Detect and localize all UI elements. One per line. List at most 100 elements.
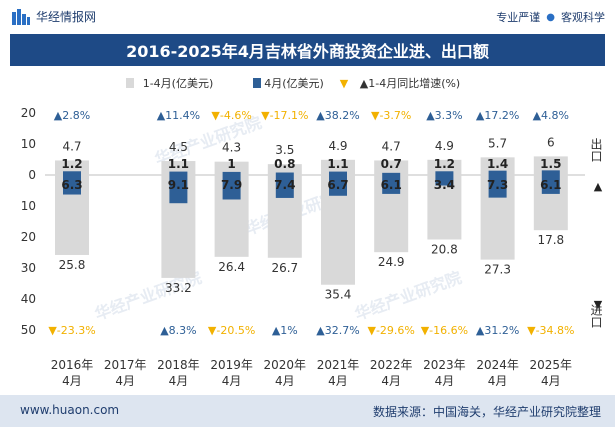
axis-label-import: 进口 [589,304,603,328]
brand[interactable]: 华经情报网 [12,8,96,25]
bar-import-monthly [435,175,454,186]
bar-import-monthly [63,175,81,195]
bar-export-cumulative [427,159,462,175]
label-export-cumulative: 5.7 [488,136,507,150]
bar-export-monthly [169,171,188,175]
legend-swatch-monthly [253,78,261,88]
label-import-monthly: 6.1 [540,178,561,192]
label-export-monthly: 1.5 [540,157,561,171]
import-growth-label: ▲1% [272,324,298,337]
y-tick-label: 50 [21,323,36,337]
x-tick-label: 4月 [222,374,242,388]
chart-title-bar: 2016-2025年4月吉林省外商投资企业进、出口额 [10,34,605,66]
import-growth-label: ▲32.7% [316,324,359,337]
bar-import-monthly [329,175,347,196]
bar-import-monthly [382,175,401,194]
bar-export-cumulative [374,160,409,175]
bar-import-cumulative [427,175,462,240]
x-tick-label: 2019年 [210,358,253,372]
import-growth-label: ▼-23.3% [48,324,95,337]
label-import-monthly: 7.4 [274,178,295,192]
label-export-cumulative: 4.7 [382,139,401,153]
export-growth-label: ▲2.8% [54,109,90,122]
label-import-monthly: 9.1 [168,178,189,192]
label-export-monthly: 1 [227,157,235,171]
x-tick-label: 4月 [62,374,82,388]
export-growth-label: ▲3.3% [426,109,462,122]
legend-label-monthly: 4月(亿美元) [264,77,324,90]
label-export-cumulative: 6 [547,135,555,149]
labels: 2016年 4月 4.7 1.2 6.3 25.8 ▲2.8% ▼-23.3% 2017年 4月 2… [48,109,574,388]
bar-export-monthly [275,172,294,175]
import-growth-label: ▲31.2% [476,324,519,337]
logo-icon [12,8,30,25]
label-export-cumulative: 4.7 [62,139,81,153]
label-export-monthly: 1.2 [61,157,82,171]
bar-export-cumulative [161,161,196,175]
x-tick-label: 4月 [275,374,295,388]
label-import-monthly: 6.1 [381,178,402,192]
import-growth-label: ▼-20.5% [208,324,255,337]
label-import-cumulative: 20.8 [431,242,458,256]
bar-export-monthly [63,171,81,175]
label-import-monthly: 7.9 [221,178,242,192]
x-tick-label: 2020年 [264,358,307,372]
label-export-monthly: 1.2 [434,157,455,171]
label-import-cumulative: 27.3 [484,263,511,277]
bar-export-monthly [541,170,560,175]
import-growth-label: ▲8.3% [160,324,196,337]
footer-source: 数据来源：中国海关，华经产业研究院整理 [372,405,601,419]
legend-down-icon: ▼ [340,77,349,90]
slogan-right: 客观科学 [561,11,605,24]
export-growth-label: ▲38.2% [316,109,359,122]
x-tick-label: 2016年 [51,358,94,372]
footer-website[interactable]: www.huaon.com [20,403,120,417]
legend-swatch-cumulative [126,78,134,88]
export-growth-label: ▼-3.7% [371,109,411,122]
x-tick-label: 2023年 [423,358,466,372]
export-growth-label: ▼-17.1% [261,109,308,122]
x-tick-label: 4月 [435,374,455,388]
bar-export-monthly [435,171,454,175]
label-import-monthly: 6.7 [327,178,348,192]
y-tick-label: 40 [21,292,36,306]
x-tick-label: 4月 [381,374,401,388]
legend-label-cumulative: 1-4月(亿美元) [143,77,214,90]
down-arrow-icon: ▼ [594,298,603,311]
x-tick-label: 4月 [115,374,135,388]
label-import-cumulative: 25.8 [59,258,86,272]
label-import-cumulative: 35.4 [325,288,352,302]
bar-export-cumulative [267,164,302,175]
y-tick-label: 10 [21,199,36,213]
label-import-cumulative: 26.4 [218,260,245,274]
x-tick-label: 2017年 [104,358,147,372]
bar-import-monthly [541,175,560,194]
label-import-cumulative: 26.7 [271,261,298,275]
bar-import-monthly [275,175,294,198]
label-import-monthly: 3.4 [434,178,455,192]
x-tick-label: 4月 [169,374,189,388]
import-growth-label: ▼-34.8% [527,324,574,337]
slogan: 专业严谨 ● 客观科学 [496,9,605,25]
axes: 20 10 0 10 20 30 40 50 出口 ▲ ▼进口 [21,106,603,337]
label-import-cumulative: 17.8 [537,233,564,247]
label-export-monthly: 0.7 [381,157,402,171]
bar-export-monthly [488,170,507,175]
label-export-cumulative: 3.5 [275,143,294,157]
label-export-monthly: 0.8 [274,157,295,171]
label-import-cumulative: 24.9 [378,255,405,269]
bar-export-cumulative [321,159,355,175]
label-export-monthly: 1.1 [168,157,189,171]
x-tick-label: 2024年 [476,358,519,372]
bar-export-monthly [382,172,401,175]
x-tick-label: 2018年 [157,358,200,372]
bar-import-monthly [488,175,507,198]
label-export-monthly: 1.4 [487,157,508,171]
x-tick-label: 2025年 [530,358,573,372]
up-arrow-icon: ▲ [594,180,603,193]
chart: 1-4月(亿美元) 4月(亿美元) ▼ ▲1-4月同比增速(%) 华经产业研究院华经产… [21,76,603,388]
top-bar: 华经情报网 专业严谨 ● 客观科学 [0,0,615,34]
export-growth-label: ▲17.2% [476,109,519,122]
import-growth-label: ▼-16.6% [421,324,468,337]
label-import-monthly: 6.3 [61,178,82,192]
